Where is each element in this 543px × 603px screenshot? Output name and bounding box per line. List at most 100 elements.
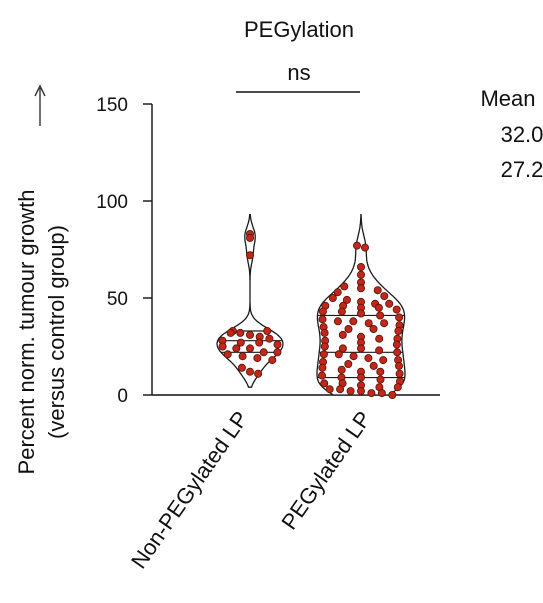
data-point bbox=[356, 309, 365, 318]
data-point bbox=[344, 359, 353, 368]
data-point bbox=[376, 367, 385, 376]
data-point bbox=[337, 307, 346, 316]
y-tick-label: 50 bbox=[107, 289, 128, 310]
y-axis-label-line1: Percent norm. tumour growth bbox=[14, 190, 39, 475]
data-point bbox=[333, 288, 342, 297]
data-point bbox=[245, 251, 254, 260]
data-point bbox=[318, 363, 327, 372]
data-point bbox=[263, 326, 272, 335]
data-point bbox=[226, 328, 235, 337]
data-point bbox=[352, 241, 361, 250]
data-point bbox=[360, 243, 369, 252]
data-point bbox=[319, 350, 328, 359]
data-point bbox=[376, 375, 385, 384]
significance-label: ns bbox=[287, 60, 310, 85]
data-point bbox=[325, 385, 334, 394]
data-point bbox=[369, 324, 378, 333]
data-point bbox=[333, 317, 342, 326]
data-point bbox=[356, 387, 365, 396]
data-point bbox=[342, 295, 351, 304]
mean-header: Mean bbox=[480, 86, 535, 111]
data-point bbox=[356, 373, 365, 382]
data-point bbox=[245, 344, 254, 353]
data-point bbox=[340, 282, 349, 291]
y-tick-label: 0 bbox=[117, 386, 128, 407]
data-point bbox=[376, 311, 385, 320]
data-point bbox=[254, 369, 263, 378]
data-points bbox=[218, 229, 404, 399]
data-point bbox=[394, 326, 403, 335]
data-point bbox=[238, 352, 247, 361]
x-category-label-pegylated: PEGylated LP bbox=[276, 407, 376, 535]
data-point bbox=[318, 315, 327, 324]
data-point bbox=[338, 344, 347, 353]
data-point bbox=[320, 379, 329, 388]
data-point bbox=[223, 350, 232, 359]
data-point bbox=[317, 371, 326, 380]
data-point bbox=[375, 334, 384, 343]
data-point bbox=[373, 286, 382, 295]
data-point bbox=[380, 292, 389, 301]
data-point bbox=[385, 299, 394, 308]
data-point bbox=[392, 340, 401, 349]
data-point bbox=[273, 340, 282, 349]
data-point bbox=[394, 361, 403, 370]
data-point bbox=[245, 367, 254, 376]
data-point bbox=[346, 387, 355, 396]
data-point bbox=[337, 365, 346, 374]
data-point bbox=[388, 390, 397, 399]
data-point bbox=[380, 319, 389, 328]
data-point bbox=[245, 330, 254, 339]
data-point bbox=[344, 324, 353, 333]
data-point bbox=[273, 348, 282, 357]
data-point bbox=[236, 328, 245, 337]
data-point bbox=[392, 305, 401, 314]
data-point bbox=[374, 303, 383, 312]
y-axis-label-line2: (versus control group) bbox=[44, 225, 69, 439]
data-point bbox=[218, 342, 227, 351]
x-category-label-non-pegylated: Non-PEGylated LP bbox=[126, 407, 253, 574]
data-point bbox=[245, 233, 254, 242]
data-point bbox=[255, 338, 264, 347]
data-point bbox=[349, 352, 358, 361]
y-tick-label: 100 bbox=[96, 192, 128, 213]
data-point bbox=[259, 348, 268, 357]
data-point bbox=[356, 284, 365, 293]
data-point bbox=[237, 363, 246, 372]
mean-value-non-pegylated: 32.0 bbox=[501, 122, 543, 147]
data-point bbox=[265, 334, 274, 343]
data-point bbox=[236, 338, 245, 347]
data-point bbox=[393, 383, 402, 392]
y-axis-arrow-icon bbox=[34, 84, 46, 126]
data-point bbox=[375, 346, 384, 355]
data-point bbox=[253, 354, 262, 363]
data-point bbox=[379, 356, 388, 365]
data-point bbox=[395, 369, 404, 378]
data-point bbox=[393, 348, 402, 357]
data-point bbox=[395, 313, 404, 322]
data-point bbox=[336, 385, 345, 394]
data-point bbox=[356, 262, 365, 271]
data-point bbox=[367, 389, 376, 398]
data-point bbox=[356, 344, 365, 353]
chart-title: PEGylation bbox=[244, 17, 354, 42]
data-point bbox=[320, 342, 329, 351]
y-axis-ticks: 0 50 100 150 bbox=[96, 95, 152, 407]
data-point bbox=[320, 328, 329, 337]
data-point bbox=[338, 330, 347, 339]
y-axis-label: Percent norm. tumour growth (versus cont… bbox=[14, 190, 69, 475]
data-point bbox=[349, 317, 358, 326]
data-point bbox=[369, 361, 378, 370]
data-point bbox=[364, 319, 373, 328]
data-point bbox=[328, 293, 337, 302]
data-point bbox=[334, 350, 343, 359]
mean-value-pegylated: 27.2 bbox=[501, 157, 543, 182]
y-tick-label: 150 bbox=[96, 95, 128, 116]
data-point bbox=[232, 344, 241, 353]
data-point bbox=[318, 307, 327, 316]
data-point bbox=[356, 270, 365, 279]
data-point bbox=[377, 389, 386, 398]
data-point bbox=[364, 354, 373, 363]
data-point bbox=[268, 356, 277, 365]
